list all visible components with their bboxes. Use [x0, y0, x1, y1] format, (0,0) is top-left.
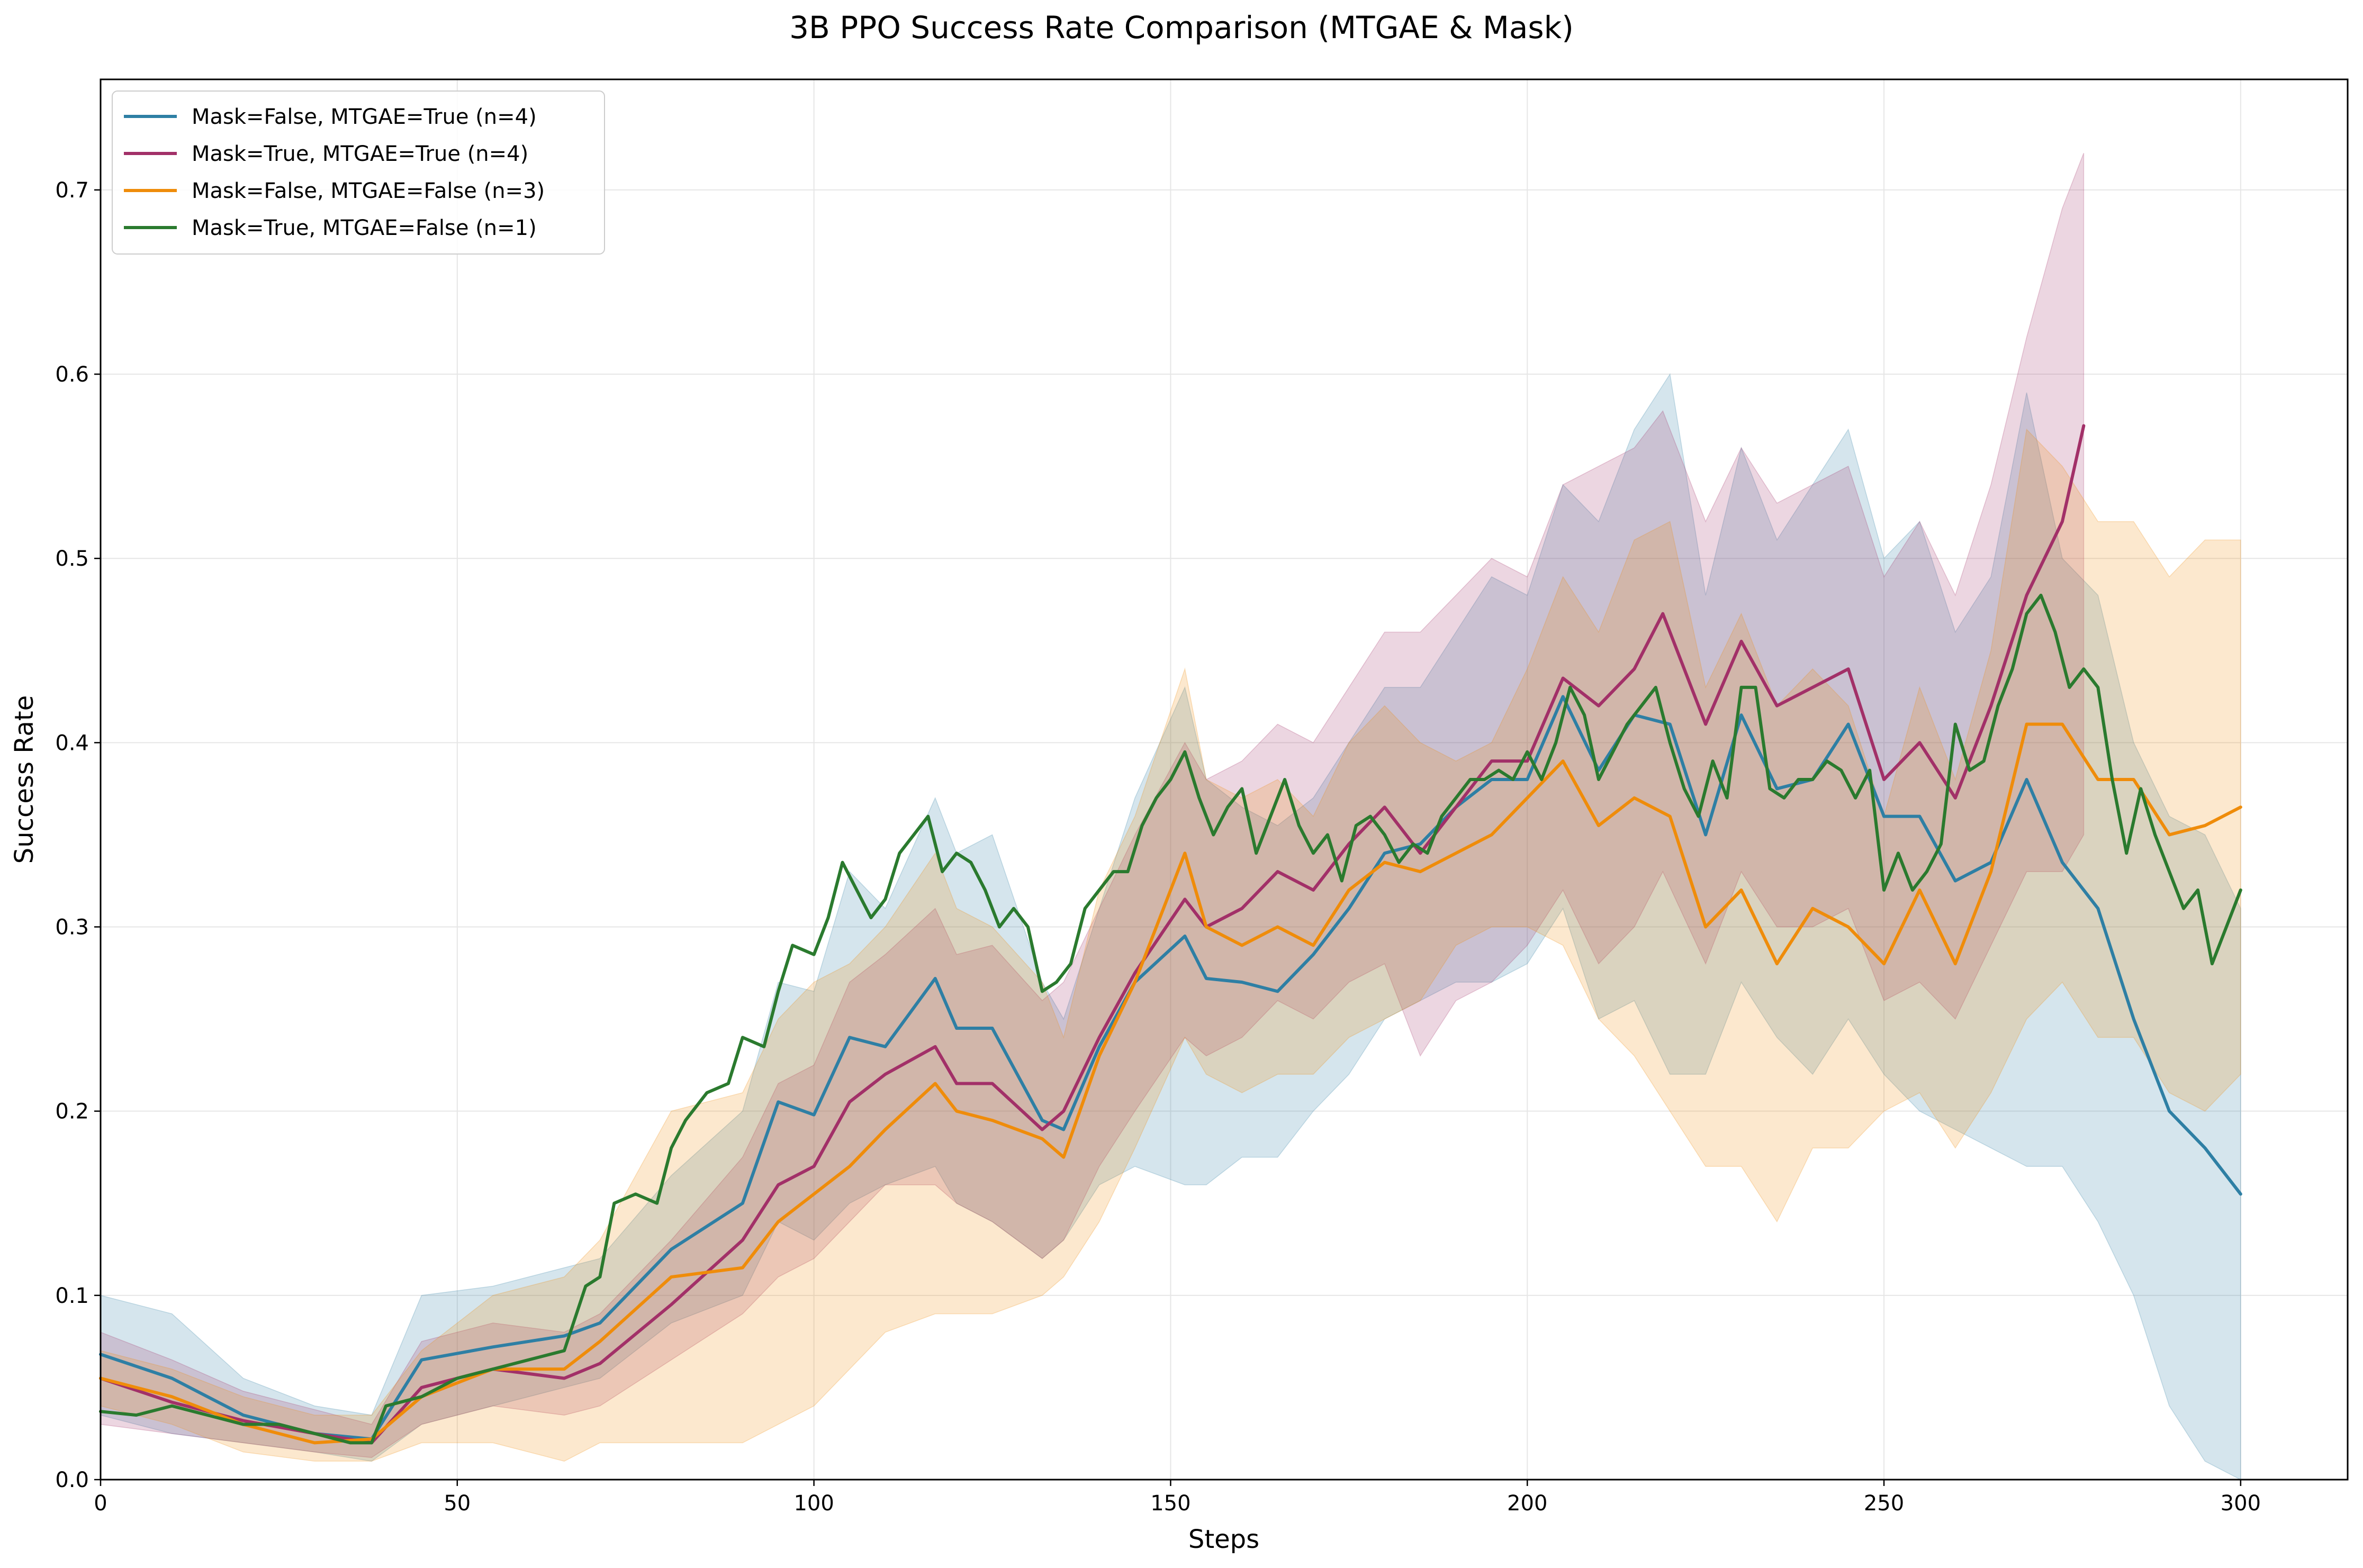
series-line-1 — [99, 695, 2242, 1441]
series-lines — [99, 424, 2242, 1445]
legend-box — [112, 90, 605, 255]
chart-title: 3B PPO Success Rate Comparison (MTGAE & … — [789, 10, 1574, 46]
y-tick-label: 0.7 — [55, 178, 89, 203]
x-tick-label: 250 — [1864, 1491, 1904, 1516]
y-tick-label: 0.0 — [55, 1468, 89, 1492]
x-tick-label: 200 — [1507, 1491, 1547, 1516]
x-tick-label: 300 — [2221, 1491, 2261, 1516]
series-line-2 — [99, 424, 2086, 1445]
x-tick-label: 50 — [444, 1491, 471, 1516]
plot-frame — [100, 78, 2349, 1481]
x-axis-title: Steps — [1188, 1525, 1259, 1554]
y-tick-label: 0.2 — [55, 1100, 89, 1124]
x-tick-label: 150 — [1150, 1491, 1190, 1516]
y-tick-label: 0.5 — [55, 547, 89, 571]
y-tick-label: 0.4 — [55, 731, 89, 755]
legend-label-1: Mask=False, MTGAE=True (n=4) — [192, 105, 537, 129]
y-tick-label: 0.6 — [55, 362, 89, 387]
legend-label-3: Mask=False, MTGAE=False (n=3) — [192, 179, 545, 203]
legend-label-4: Mask=True, MTGAE=False (n=1) — [192, 216, 537, 240]
x-tick-label: 100 — [793, 1491, 834, 1516]
x-axis: 0 50 100 150 200 250 300 — [94, 1480, 2261, 1516]
confidence-band-2 — [100, 152, 2085, 1458]
legend: Mask=False, MTGAE=True (n=4) Mask=True, M… — [112, 90, 605, 255]
legend-label-2: Mask=True, MTGAE=True (n=4) — [192, 142, 528, 166]
x-tick-label: 0 — [94, 1491, 107, 1516]
series-line-4 — [99, 593, 2242, 1445]
confidence-band-3 — [100, 428, 2241, 1462]
y-axis: 0.0 0.1 0.2 0.3 0.4 0.5 0.6 0.7 — [55, 178, 101, 1492]
y-axis-title: Success Rate — [10, 695, 39, 864]
y-tick-label: 0.1 — [55, 1284, 89, 1308]
y-tick-label: 0.3 — [55, 916, 89, 940]
series-line-3 — [99, 722, 2242, 1445]
